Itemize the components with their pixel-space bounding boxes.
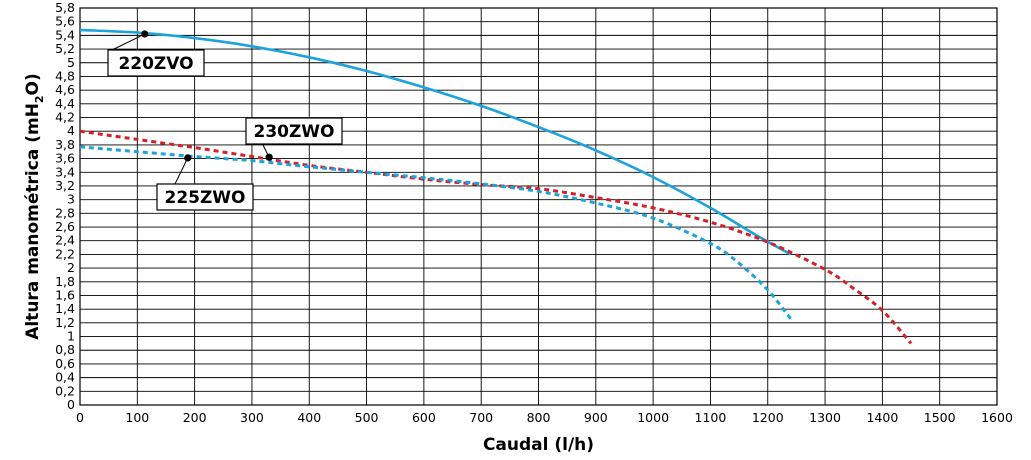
x-tick-label: 1600 <box>981 410 1013 425</box>
x-tick-label: 1500 <box>924 410 956 425</box>
callout-label-230zwo: 230ZWO <box>253 122 334 142</box>
y-tick-label: 2,6 <box>55 219 75 234</box>
x-tick-label: 300 <box>240 410 264 425</box>
x-axis-title: Caudal (l/h) <box>483 435 594 455</box>
y-tick-label: 4,4 <box>55 96 75 111</box>
x-tick-label: 600 <box>412 410 436 425</box>
y-tick-label: 0,6 <box>55 356 75 371</box>
y-tick-label: 4,8 <box>55 68 75 83</box>
y-tick-label: 1,6 <box>55 287 75 302</box>
y-tick-label: 0,4 <box>55 370 75 385</box>
y-tick-label: 2,2 <box>55 246 75 261</box>
y-tick-label: 5,2 <box>55 41 75 56</box>
y-axis-title-main: Altura manométrica (mH <box>23 103 43 340</box>
y-tick-label: 3 <box>67 192 75 207</box>
y-tick-label: 4,2 <box>55 110 75 125</box>
callout-dot <box>184 154 191 161</box>
x-tick-label: 900 <box>584 410 608 425</box>
y-tick-label: 2 <box>67 260 75 275</box>
y-tick-label: 3,6 <box>55 151 75 166</box>
x-tick-label: 100 <box>125 410 149 425</box>
y-tick-label: 3,4 <box>55 164 75 179</box>
x-tick-label: 1100 <box>695 410 727 425</box>
x-tick-label: 0 <box>76 410 84 425</box>
x-tick-label: 700 <box>469 410 493 425</box>
y-tick-labels: 00,20,40,60,811,21,41,61,822,22,42,62,83… <box>55 0 75 412</box>
y-axis-title: Altura manométrica (mH2O) <box>23 73 46 340</box>
callout-dot <box>141 30 148 37</box>
series-line-230zwo <box>80 131 911 343</box>
x-tick-label: 400 <box>297 410 321 425</box>
y-tick-label: 3,8 <box>55 137 75 152</box>
x-tick-label: 1000 <box>637 410 669 425</box>
y-tick-label: 1,4 <box>55 301 75 316</box>
y-tick-label: 5,4 <box>55 27 75 42</box>
y-tick-label: 5,8 <box>55 0 75 15</box>
y-axis-title-subscript: 2 <box>33 95 46 103</box>
y-tick-label: 0,8 <box>55 342 75 357</box>
y-tick-label: 1 <box>67 329 75 344</box>
y-tick-label: 1,2 <box>55 315 75 330</box>
x-tick-label: 800 <box>527 410 551 425</box>
callout-leader <box>175 158 188 184</box>
y-tick-label: 4,6 <box>55 82 75 97</box>
y-tick-label: 4 <box>67 123 75 138</box>
callout-label-220zvo: 220ZVO <box>118 54 193 74</box>
y-tick-label: 0,2 <box>55 383 75 398</box>
y-tick-label: 5 <box>67 55 75 70</box>
callout-label-225zwo: 225ZWO <box>164 188 245 208</box>
y-axis-title-end: O) <box>23 73 43 95</box>
x-tick-label: 500 <box>355 410 379 425</box>
y-tick-label: 3,2 <box>55 178 75 193</box>
x-tick-label: 1300 <box>809 410 841 425</box>
callout-dot <box>266 154 273 161</box>
x-tick-label: 1400 <box>866 410 898 425</box>
y-tick-label: 0 <box>67 397 75 412</box>
y-tick-label: 2,8 <box>55 205 75 220</box>
x-tick-label: 1200 <box>752 410 784 425</box>
x-tick-labels: 0 100 200 300 400 500 600 700 800 900 1000 1100 1200… <box>76 410 1013 425</box>
callout-leader <box>112 34 145 50</box>
y-tick-label: 1,8 <box>55 274 75 289</box>
x-tick-label: 200 <box>183 410 207 425</box>
y-tick-label: 5,6 <box>55 14 75 29</box>
y-tick-label: 2,4 <box>55 233 75 248</box>
